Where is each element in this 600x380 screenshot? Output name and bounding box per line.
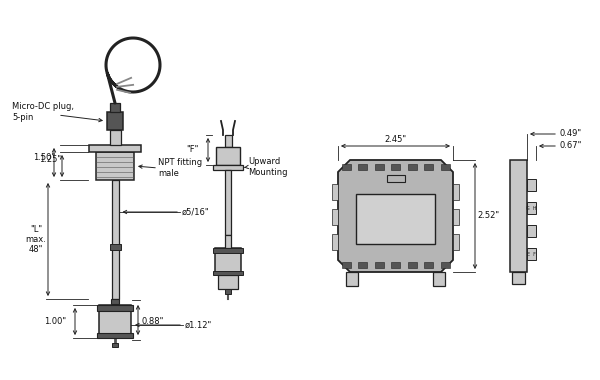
Text: NPT fitting
male: NPT fitting male: [158, 158, 202, 178]
Text: "L"
max.
48": "L" max. 48": [26, 225, 46, 254]
Text: 2.45": 2.45": [385, 135, 407, 144]
Bar: [332, 184, 338, 200]
Bar: [374, 262, 383, 268]
Bar: [110, 244, 121, 250]
Bar: [341, 164, 350, 170]
Text: Micro-DC plug,
5-pin: Micro-DC plug, 5-pin: [12, 102, 74, 122]
Bar: [215, 248, 241, 275]
Bar: [213, 165, 243, 170]
Text: 1.50": 1.50": [33, 154, 55, 163]
Bar: [512, 272, 525, 284]
Polygon shape: [338, 160, 453, 272]
Bar: [96, 152, 134, 180]
Bar: [358, 262, 367, 268]
Bar: [433, 272, 445, 286]
Bar: [391, 164, 400, 170]
Bar: [510, 160, 527, 272]
Bar: [358, 164, 367, 170]
Bar: [112, 180, 119, 299]
Bar: [424, 164, 433, 170]
Text: G  H: G H: [526, 206, 537, 211]
Bar: [213, 248, 243, 253]
Bar: [332, 209, 338, 225]
Bar: [224, 135, 232, 147]
Bar: [527, 179, 536, 191]
Text: Upward
Mounting: Upward Mounting: [248, 157, 287, 177]
Bar: [89, 145, 141, 152]
Bar: [97, 305, 133, 311]
Bar: [110, 103, 120, 112]
Bar: [453, 209, 459, 225]
Bar: [374, 164, 383, 170]
Bar: [527, 248, 536, 260]
Text: 0.49": 0.49": [560, 130, 582, 138]
Bar: [97, 333, 133, 338]
Bar: [440, 164, 449, 170]
Text: 0.88": 0.88": [141, 317, 163, 326]
Text: 1.00": 1.00": [44, 317, 66, 326]
Text: 0.67": 0.67": [560, 141, 583, 150]
Text: E  F: E F: [527, 252, 536, 256]
Bar: [99, 305, 131, 338]
Text: ø1.12": ø1.12": [185, 320, 212, 329]
Bar: [407, 164, 416, 170]
Bar: [110, 130, 121, 145]
Bar: [386, 175, 404, 182]
Text: ø5/16": ø5/16": [182, 207, 209, 217]
Text: "F": "F": [187, 146, 199, 155]
Bar: [391, 262, 400, 268]
Bar: [218, 275, 238, 289]
Bar: [107, 112, 123, 130]
Bar: [332, 234, 338, 250]
Bar: [225, 235, 231, 248]
Text: 1.25": 1.25": [39, 155, 61, 164]
Bar: [111, 299, 119, 304]
Text: 2.52": 2.52": [477, 212, 499, 220]
Bar: [356, 194, 435, 244]
Bar: [527, 202, 536, 214]
Bar: [112, 343, 118, 347]
Bar: [225, 170, 231, 235]
Bar: [453, 184, 459, 200]
Bar: [341, 262, 350, 268]
Bar: [407, 262, 416, 268]
Bar: [453, 234, 459, 250]
Bar: [440, 262, 449, 268]
Bar: [424, 262, 433, 268]
Bar: [527, 225, 536, 237]
Bar: [225, 289, 231, 294]
Bar: [213, 271, 243, 275]
Bar: [216, 147, 240, 165]
Bar: [346, 272, 358, 286]
